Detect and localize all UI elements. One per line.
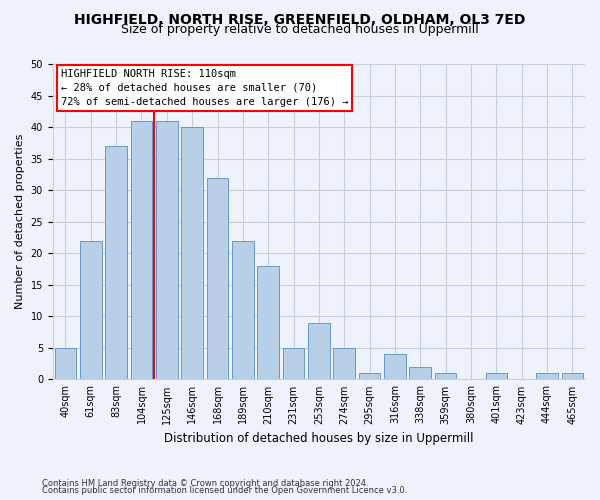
Text: HIGHFIELD, NORTH RISE, GREENFIELD, OLDHAM, OL3 7ED: HIGHFIELD, NORTH RISE, GREENFIELD, OLDHA… [74,12,526,26]
Bar [485,373,507,380]
Text: Contains public sector information licensed under the Open Government Licence v3: Contains public sector information licen… [42,486,407,495]
Bar [536,373,558,380]
Bar [359,373,380,380]
Bar [283,348,304,380]
Bar [409,367,431,380]
Text: Contains HM Land Registry data © Crown copyright and database right 2024.: Contains HM Land Registry data © Crown c… [42,478,368,488]
Bar [257,266,279,380]
Bar [435,373,457,380]
Y-axis label: Number of detached properties: Number of detached properties [15,134,25,310]
Bar [131,121,152,380]
Text: Size of property relative to detached houses in Uppermill: Size of property relative to detached ho… [121,22,479,36]
Bar [156,121,178,380]
Bar [384,354,406,380]
Bar [106,146,127,380]
Bar [207,178,228,380]
Bar [308,322,329,380]
X-axis label: Distribution of detached houses by size in Uppermill: Distribution of detached houses by size … [164,432,473,445]
Bar [181,127,203,380]
Bar [80,240,101,380]
Bar [334,348,355,380]
Bar [55,348,76,380]
Bar [232,240,254,380]
Text: HIGHFIELD NORTH RISE: 110sqm
← 28% of detached houses are smaller (70)
72% of se: HIGHFIELD NORTH RISE: 110sqm ← 28% of de… [61,68,348,106]
Bar [562,373,583,380]
